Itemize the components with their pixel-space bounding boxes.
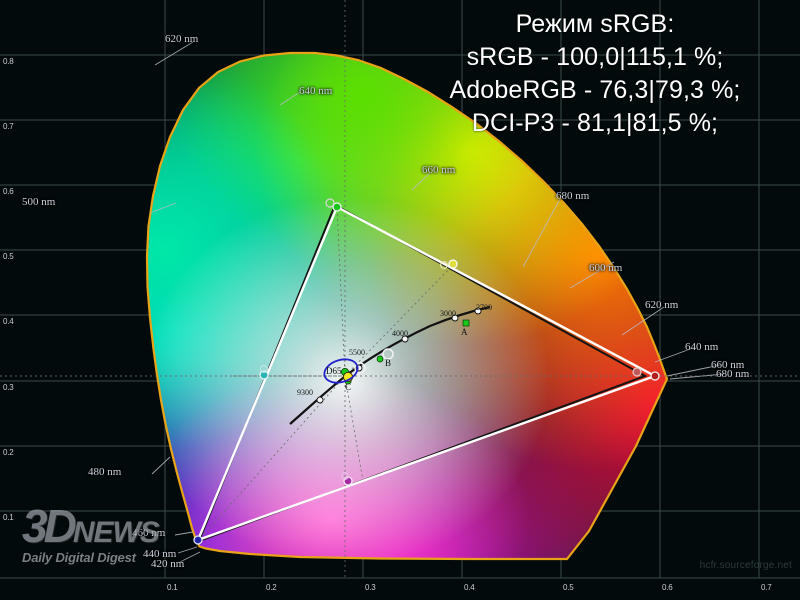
x-tick-label: 0.6 [662,583,673,592]
illuminant-marker-c-ring [354,362,366,374]
y-tick-label: 0.6 [3,187,14,196]
illuminant-marker-a[interactable] [462,319,470,327]
y-tick-label: 0.1 [3,513,14,522]
secondary-marker-cyan[interactable] [259,370,269,380]
primary-marker-blue[interactable] [193,535,203,545]
summary-mode-line: Режим sRGB: [515,10,675,38]
x-tick-label: 0.2 [266,583,277,592]
logo-mark: 3D [22,500,77,552]
x-tick-label: 0.1 [167,583,178,592]
summary-dcip3-line: DCI-P3 - 81,1|81,5 %; [471,109,719,137]
wavelength-label-660: 660 nm [711,359,745,371]
wavelength-label-640: 640 nm [685,341,719,353]
primary-marker-green[interactable] [332,202,342,212]
x-tick-label: 0.7 [761,583,772,592]
white-point-selection-ellipse [323,358,359,384]
color-temp-label-4000: 4000 [392,329,408,338]
x-tick-label: 0.5 [563,583,574,592]
gamut-vertex-markers[interactable] [193,198,660,545]
wavelength-label-480: 480 nm [88,466,122,478]
wavelength-label-680: 680 nm [716,368,750,380]
wavelength-label-420: 420 nm [151,558,185,570]
illuminant-label-b: B [385,358,392,368]
measurement-summary: Режим sRGB: sRGB - 100,0|115,1 %; AdobeR… [395,8,795,140]
reference-marker-yellow [440,261,448,269]
illuminant-label-c: C [345,382,352,392]
y-tick-label: 0.5 [3,252,14,261]
illuminant-marker-b-ring [382,348,394,360]
x-tick-label: 0.4 [464,583,475,592]
wavelength-label-600: 600 nm [589,262,623,274]
illuminant-label-a: A [461,327,468,337]
wavelength-label-620: 620 nm [645,299,679,311]
illuminant-marker-b[interactable] [376,355,384,363]
wavelength-label-520: 620 nm [165,33,199,45]
planckian-tick-markers [316,307,482,404]
wavelength-label-440: 440 nm [143,548,177,560]
wavelength-label-540: 640 nm [299,85,333,97]
color-temp-label-3000: 3000 [440,309,456,318]
primary-marker-red[interactable] [650,371,660,381]
summary-adobergb-line: AdobeRGB - 76,3|79,3 %; [449,76,741,104]
y-tick-label: 0.7 [3,122,14,131]
y-tick-label: 0.3 [3,383,14,392]
wavelength-label-580: 680 nm [556,190,590,202]
logo-word: NEWS [72,516,160,549]
logo-tagline: Daily Digital Digest [22,550,136,565]
reference-marker-magenta [341,472,349,480]
brand-logo-3dnews: 3DNEWS Daily Digital Digest [22,503,202,567]
secondary-marker-yellow[interactable] [448,259,458,269]
reference-marker-red [632,367,642,377]
y-tick-label: 0.2 [3,448,14,457]
wavelength-label-460: 460 nm [132,527,166,539]
color-temp-label-5500: 5500 [349,348,365,357]
x-tick-label: 0.3 [365,583,376,592]
wavelength-leader-lines [149,41,725,563]
summary-srgb-line: sRGB - 100,0|115,1 %; [466,43,724,71]
color-temp-label-9300: 9300 [297,388,313,397]
y-tick-label: 0.4 [3,317,14,326]
y-tick-label: 0.8 [3,57,14,66]
illuminant-label-d65: D65 [326,366,342,376]
wavelength-label-560: 660 nm [422,164,456,176]
wavelength-label-500: 500 nm [22,196,56,208]
software-watermark: hcfr.sourceforge.net [699,560,792,571]
reference-marker-green [325,198,335,208]
color-temp-label-2700: 2700 [476,303,492,312]
reference-marker-cyan [260,365,268,373]
illuminant-markers[interactable] [322,319,470,386]
